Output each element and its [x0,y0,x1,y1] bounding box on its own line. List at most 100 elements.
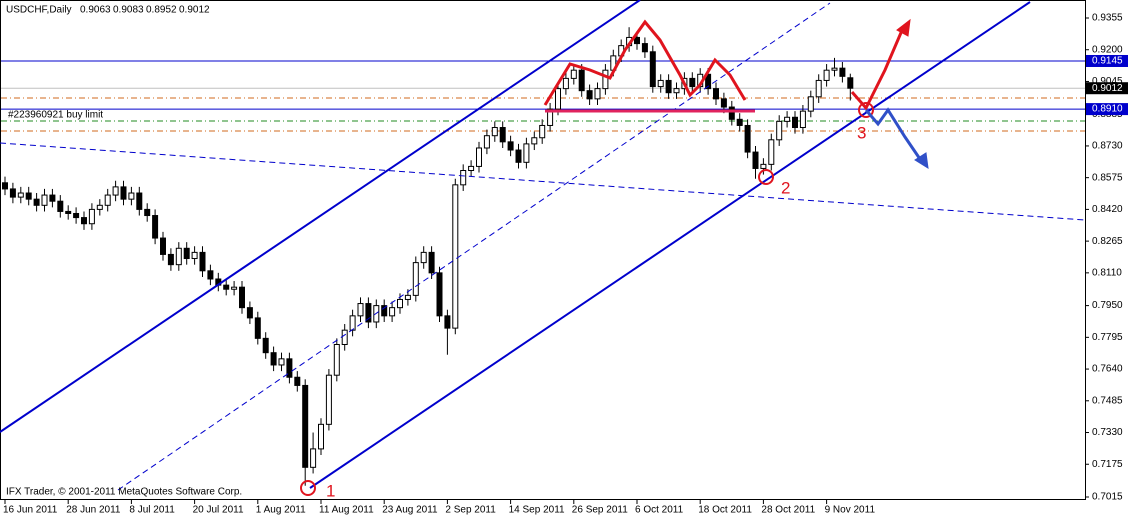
candle-body [270,352,277,366]
candle-body [112,186,119,196]
footer: IFX Trader, © 2001-2011 MetaQuotes Softw… [6,487,242,498]
x-tick-label: 28 Oct 2011 [761,505,815,516]
candle-body [736,118,743,126]
y-tick-label: 0.8265 [1092,236,1123,247]
candle-body [246,307,253,319]
channel-upper [0,0,641,433]
candle-body [65,210,72,214]
candle-body [381,305,388,317]
candle-body [199,251,206,272]
candle-body [420,251,427,264]
x-tick-label: 8 Jul 2011 [129,505,175,516]
candle-body [452,184,459,329]
x-tick-label: 2 Sep 2011 [445,505,496,516]
annotation: 1 [326,481,335,500]
candle-body [531,137,538,145]
candle-body [104,194,111,206]
candle-body [523,143,530,163]
candle-body [365,303,372,323]
candle-body [784,116,791,122]
candle-body [341,329,348,345]
candle-body [578,69,585,92]
candle-body [167,253,174,266]
candle-body [120,186,127,200]
candle-body [160,237,166,255]
candle-body [799,110,806,129]
y-tick-label: 0.9045 [1092,76,1123,87]
candle-body [728,106,735,120]
price-box [1086,103,1128,116]
price-area [1,27,1085,486]
down-arrow [864,107,924,163]
y-tick-label: 0.7795 [1092,332,1123,343]
price-box [1086,54,1128,67]
candle-body [357,303,364,317]
candle-body [444,315,451,329]
price-box [1086,82,1128,95]
ohlc-open: 0.9063 [80,5,111,16]
channel-lower [309,1,1031,489]
x-tick-label: 9 Nov 2011 [825,505,876,516]
candle-body [207,270,214,280]
up-arrow [850,27,905,111]
candle-body [302,384,309,468]
candle-body [223,284,230,290]
candle-body [476,147,482,167]
candle-body [428,251,435,274]
candle-body [547,108,554,126]
x-tick-label: 6 Oct 2011 [635,505,684,516]
marker-circle [858,102,874,118]
candle-body [404,294,411,300]
candle-body [278,358,285,366]
candle-body [310,448,317,468]
candle-body [294,376,301,386]
candle-body [412,262,419,296]
candle-body [831,67,838,71]
channel-mid [117,2,831,491]
candle-body [231,286,238,290]
candle-body [673,88,680,94]
annotation: 2 [781,178,790,197]
ohlc-close: 0.9012 [179,5,210,16]
candle-body [594,88,601,100]
candle-body [657,79,664,88]
candle-body [807,96,814,112]
candle-body [57,200,64,212]
y-tick-label: 0.7330 [1092,427,1123,438]
y-tick-label: 0.7640 [1092,364,1123,375]
candle-body [25,192,32,200]
candle-body [555,88,561,110]
y-tick-label: 0.7950 [1092,300,1123,311]
candle-body [491,127,498,137]
drawings [0,0,1086,496]
candle-body [713,88,719,100]
x-tick-label: 23 Aug 2011 [382,505,438,516]
candle-body [136,192,143,210]
order-label: #223960921 buy limit [8,110,103,121]
y-tick-label: 0.9355 [1092,13,1123,24]
candle-body [9,188,16,198]
candle-body [515,149,522,163]
head-shoulders [543,19,747,106]
candle-body [720,98,727,108]
x-tick-label: 20 Jul 2011 [193,505,244,516]
candle-body [839,67,846,77]
candle-body [823,69,830,81]
candle-body [96,204,103,210]
candle-body [436,272,443,317]
x-tick-label: 14 Sep 2011 [509,505,565,516]
candle-body [49,194,56,202]
candle-body [349,315,356,331]
candle-body [325,374,332,425]
y-tick-label: 0.7175 [1092,459,1123,470]
candle-body [468,165,475,172]
candle-body [665,79,672,94]
candle-body [73,212,80,219]
candle-body [744,124,751,153]
price-box-label: 0.9145 [1092,56,1123,67]
candle-body [175,247,182,266]
annotation: 3 [857,123,866,142]
candle-body [286,358,293,378]
candle-body [641,43,648,53]
candle-body [539,124,546,139]
